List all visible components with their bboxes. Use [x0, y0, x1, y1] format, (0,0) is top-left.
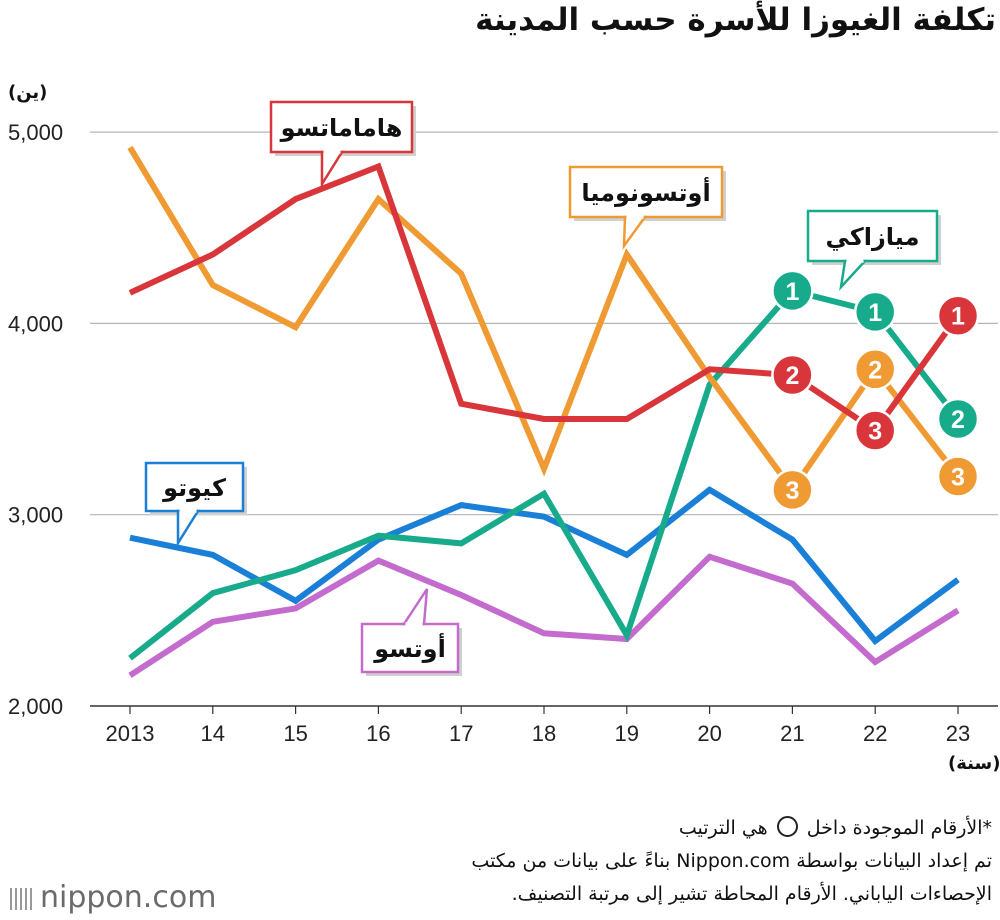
- y-tick-label: 3,000: [8, 503, 63, 528]
- x-tick-label: 23: [946, 721, 970, 746]
- rank-label: 1: [868, 299, 882, 327]
- y-tick-label: 5,000: [8, 120, 63, 145]
- rank-marker: 2: [936, 397, 980, 441]
- rank-label: 2: [868, 356, 882, 384]
- series-line: [127, 145, 961, 495]
- series-callout: هاماماتسو: [269, 100, 416, 189]
- y-tick-labels: 2,000 3,000 4,000 5,000: [8, 120, 63, 719]
- rank-marker: 3: [771, 468, 814, 512]
- series-line: [128, 162, 961, 435]
- chart-title: تكلفة الغيوزا للأسرة حسب المدينة: [475, 2, 996, 38]
- x-tick-label: 22: [863, 721, 887, 746]
- x-tick-label: 19: [615, 721, 639, 746]
- x-tick-labels: 2013 14 15 16 17 18 19 20 21 22 23: [106, 706, 970, 746]
- rank-note-suffix: هي الترتيب: [678, 817, 768, 839]
- series-label: هاماماتسو: [280, 114, 403, 142]
- rank-label: 3: [785, 477, 799, 505]
- series-label: ميازاكي: [826, 223, 920, 251]
- x-tick-label: 14: [201, 721, 225, 746]
- series-callout: كيوتو: [144, 461, 247, 548]
- series-label: أوتسونوميا: [581, 177, 710, 207]
- series-label: أوتسو: [373, 633, 446, 663]
- series-callout: أوتسو: [360, 588, 462, 676]
- x-tick-label: 20: [697, 721, 721, 746]
- x-tick-label: 17: [449, 721, 473, 746]
- series-callout: ميازاكي: [806, 209, 941, 291]
- rank-markers: 2 3 1 3 2 3 1 1 2: [771, 269, 980, 512]
- y-tick-label: 2,000: [8, 694, 63, 719]
- source-line-2: الإحصاءات الياباني. الأرقام المحاطة تشير…: [511, 883, 992, 905]
- x-tick-label: 16: [366, 721, 390, 746]
- rank-label: 2: [951, 406, 965, 434]
- rank-marker: 3: [936, 455, 980, 498]
- rank-marker: 1: [853, 290, 897, 334]
- x-tick-label: 21: [780, 721, 804, 746]
- rank-label: 3: [951, 463, 965, 491]
- y-tick-label: 4,000: [8, 311, 63, 336]
- y-axis-unit: (ين): [8, 82, 48, 103]
- x-axis-unit: (سنة): [948, 753, 1000, 774]
- nippon-logo: nippon.com: [10, 880, 216, 915]
- rank-marker: 1: [771, 269, 814, 313]
- series-callouts: هاماماتسو أوتسونوميا ميازاكي كيوتو أوتسو: [144, 100, 941, 676]
- logo-mark-icon: [10, 888, 34, 910]
- logo-text: nippon.com: [40, 880, 217, 915]
- series-line: [128, 553, 960, 678]
- rank-marker: 2: [853, 348, 897, 391]
- x-tick-label: 15: [283, 721, 307, 746]
- series-label: كيوتو: [162, 474, 226, 502]
- rank-note: *الأرقام الموجودة داخل هي الترتيب: [92, 812, 992, 845]
- rank-note-prefix: *الأرقام الموجودة داخل: [806, 817, 992, 839]
- chart-notes: *الأرقام الموجودة داخل هي الترتيب تم إعد…: [92, 812, 992, 911]
- x-tick-label: 2013: [106, 721, 155, 746]
- circle-icon: [776, 816, 798, 837]
- rank-label: 1: [951, 303, 965, 331]
- x-tick-label: 18: [532, 721, 556, 746]
- series-callout: أوتسونوميا: [568, 165, 726, 251]
- series-lines: [127, 145, 961, 678]
- rank-marker: 2: [771, 353, 814, 397]
- rank-label: 3: [868, 418, 882, 446]
- rank-label: 1: [785, 278, 799, 306]
- rank-label: 2: [785, 362, 799, 390]
- series-line: [128, 287, 961, 661]
- series-line: [129, 486, 960, 646]
- rank-marker: 1: [936, 294, 980, 337]
- rank-marker: 3: [853, 409, 897, 452]
- source-line-1: تم إعداد البيانات بواسطة Nippon.com بناء…: [471, 850, 992, 872]
